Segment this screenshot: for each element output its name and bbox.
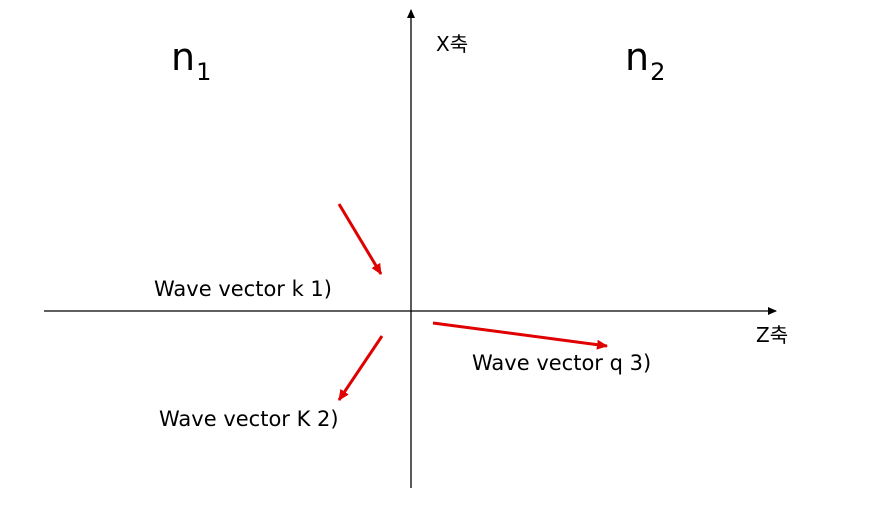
medium-n1-subscript: 1 xyxy=(196,58,212,86)
wave-vector-k-label: Wave vector k 1) xyxy=(154,277,332,301)
wave-vector-K-label: Wave vector K 2) xyxy=(159,407,339,431)
wave-vector-q-arrow xyxy=(432,321,608,350)
wave-vector-K-arrow xyxy=(337,335,384,401)
z-axis-label: Z축 xyxy=(756,323,789,347)
medium-n2-subscript: 2 xyxy=(650,58,666,86)
medium-n2-label: n2 xyxy=(625,35,665,84)
wave-vector-q-label: Wave vector q 3) xyxy=(472,351,652,375)
medium-n1-symbol: n xyxy=(171,35,196,79)
medium-n2-symbol: n xyxy=(625,35,650,79)
wave-vector-k-arrow xyxy=(337,203,383,275)
x-axis-label: X축 xyxy=(436,32,469,56)
medium-n1-label: n1 xyxy=(171,35,211,84)
